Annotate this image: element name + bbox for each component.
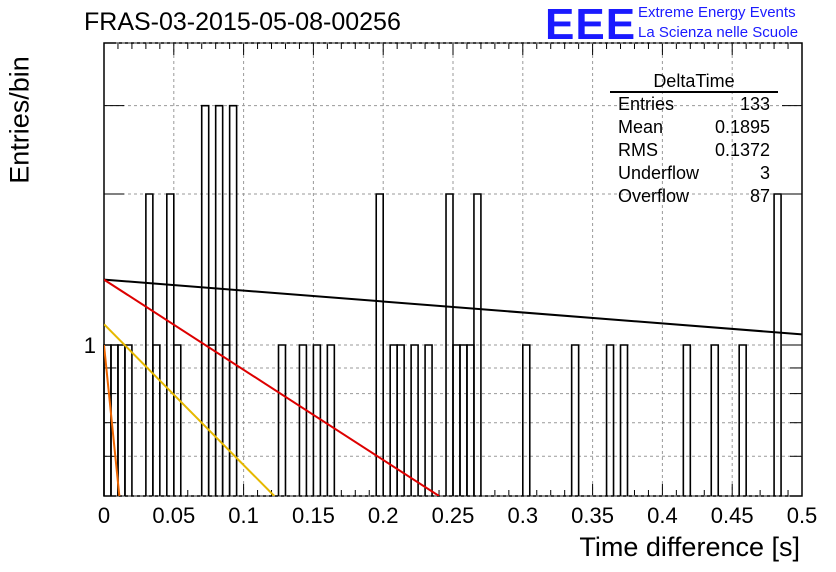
histogram-bin: [522, 344, 531, 496]
stats-value: 3: [759, 163, 770, 183]
histogram-bin: [773, 193, 782, 496]
histogram-bin: [152, 344, 161, 496]
x-tick-label: 0.4: [647, 503, 678, 528]
x-tick-label: 0.2: [368, 503, 399, 528]
histogram-bin: [619, 344, 629, 496]
x-tick-label: 0.15: [292, 503, 335, 528]
y-tick-label: 1: [84, 333, 96, 358]
histogram-bin: [710, 344, 720, 496]
stats-value: 0.1372: [714, 140, 770, 160]
histogram-bin: [396, 344, 405, 496]
x-tick-label: 0.1: [228, 503, 259, 528]
fit-line: [104, 278, 440, 496]
x-axis-label: Time difference [s]: [579, 532, 800, 562]
fit-line: [104, 323, 276, 496]
eee-tagline-1: Extreme Energy Events: [638, 4, 796, 21]
histogram-bin: [173, 344, 182, 496]
stats-box: DeltaTime Entries 133 Mean 0.1895 RMS 0.…: [610, 71, 778, 208]
stats-row-rms: RMS 0.1372: [610, 139, 778, 162]
histogram-bin: [738, 344, 747, 496]
histogram-bin: [570, 344, 580, 496]
histogram-bin: [326, 344, 336, 496]
x-tick-label: 0.05: [152, 503, 195, 528]
stats-title: DeltaTime: [610, 71, 778, 93]
eee-tagline-2: La Scienza nelle Scuole: [638, 24, 799, 41]
histogram-bin: [298, 344, 308, 496]
histogram-bin: [277, 344, 287, 496]
histogram-bin: [228, 104, 238, 496]
histogram-bin: [410, 344, 419, 496]
stats-label: Entries: [618, 94, 675, 114]
x-tick-label: 0.5: [787, 503, 818, 528]
histogram-bin: [124, 344, 133, 496]
stats-label: Overflow: [618, 186, 690, 206]
fit-line: [104, 278, 802, 336]
y-axis-label: Entries/bin: [4, 56, 35, 184]
histogram-bin: [214, 104, 224, 496]
histogram-bin: [375, 193, 384, 496]
histogram-bin: [605, 344, 615, 496]
stats-row-entries: Entries 133: [610, 93, 778, 116]
histogram-bin: [424, 344, 433, 496]
stats-label: RMS: [618, 140, 658, 160]
stats-value: 0.1895: [714, 117, 770, 137]
x-tick-label: 0: [98, 503, 110, 528]
histogram-bin: [200, 104, 210, 496]
histogram-bin: [473, 193, 482, 496]
histogram-bin: [682, 344, 692, 496]
eee-logo: EEE: [545, 0, 637, 49]
fit-line: [104, 344, 121, 496]
x-tick-label: 0.45: [711, 503, 754, 528]
stats-value: 87: [749, 186, 770, 206]
stats-row-underflow: Underflow 3: [610, 162, 778, 185]
stats-row-overflow: Overflow 87: [610, 185, 778, 208]
stats-value: 133: [739, 94, 770, 114]
x-tick-label: 0.25: [432, 503, 475, 528]
stats-label: Mean: [618, 117, 664, 137]
stats-label: Underflow: [618, 163, 700, 183]
x-tick-label: 0.35: [571, 503, 614, 528]
chart-title: FRAS-03-2015-05-08-00256: [84, 8, 401, 36]
x-tick-label: 0.3: [508, 503, 539, 528]
stats-row-mean: Mean 0.1895: [610, 116, 778, 139]
